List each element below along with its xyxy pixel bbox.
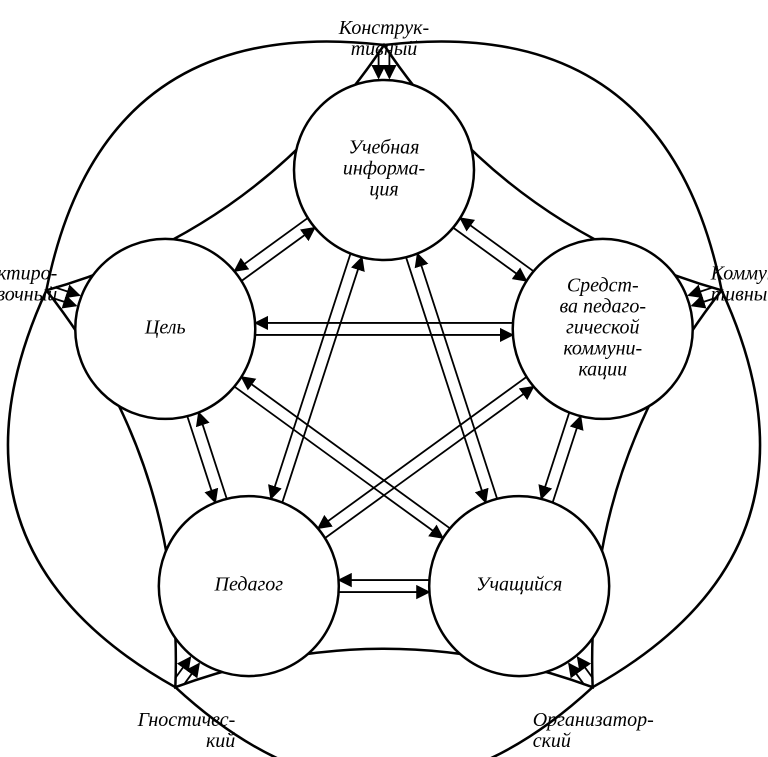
outer-label-comm: тивный: [711, 283, 768, 305]
node-label-info: информа-: [343, 158, 425, 180]
edge: [199, 413, 227, 499]
external-arrow: [175, 657, 190, 678]
outer-label-info: Конструк-: [338, 17, 429, 39]
node-label-student: Учащийся: [476, 574, 562, 596]
outer-label-student: Организатор-: [533, 709, 654, 731]
node-label-comm: коммуни-: [563, 338, 642, 360]
node-label-comm: Средст-: [567, 275, 639, 297]
edge: [406, 257, 486, 502]
edge: [541, 413, 569, 499]
node-label-comm: ва педаго-: [559, 296, 646, 318]
outer-label-goal: вочный: [0, 283, 57, 305]
outer-label-goal: Проектиро-: [0, 262, 57, 284]
edge: [187, 416, 215, 502]
edge: [282, 257, 362, 502]
edge: [242, 228, 315, 281]
external-arrow: [578, 657, 593, 678]
edge: [460, 218, 533, 271]
node-label-teacher: Педагог: [214, 574, 284, 596]
node-label-goal: Цель: [144, 317, 186, 339]
external-arrow: [55, 287, 80, 295]
edge: [553, 416, 581, 502]
node-label-comm: кации: [578, 359, 627, 381]
outer-label-comm: Коммуника-: [710, 262, 768, 284]
edge: [235, 218, 308, 271]
outer-label-student: ский: [533, 730, 571, 752]
outer-label-teacher: Гностичес-: [137, 709, 236, 731]
diagram-canvas: Учебнаяинформа-ция Средст-ва педаго-гичес…: [0, 0, 768, 757]
outer-label-info: тивный: [351, 38, 418, 60]
edge: [453, 228, 526, 281]
external-arrow: [689, 287, 714, 295]
node-label-comm: гической: [566, 317, 639, 339]
outer-label-teacher: кий: [206, 730, 235, 752]
node-label-info: Учебная: [349, 137, 420, 159]
node-label-info: ция: [369, 179, 398, 201]
